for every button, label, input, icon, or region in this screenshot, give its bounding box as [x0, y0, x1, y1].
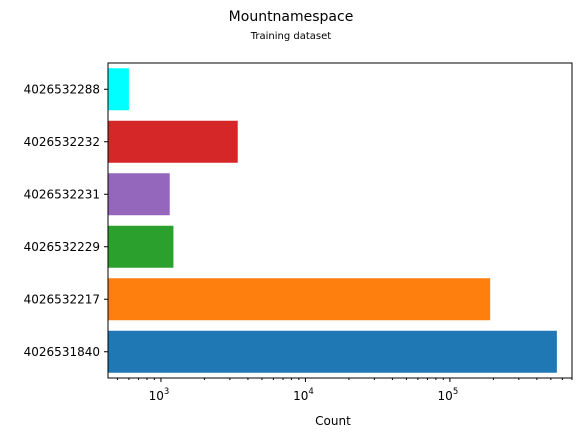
- x-axis: 103 104 105: [116, 378, 573, 403]
- chart-subtitle: Training dataset: [250, 31, 332, 42]
- bars-group: [108, 68, 557, 373]
- bar-4026532232: [108, 120, 238, 163]
- y-tick-label: 4026532217: [24, 292, 100, 306]
- y-tick-label: 4026532288: [24, 82, 100, 96]
- bar-4026531840: [108, 330, 557, 373]
- bar-4026532288: [108, 68, 129, 111]
- bar-4026532229: [108, 225, 174, 268]
- bar-4026532231: [108, 173, 170, 216]
- y-tick-label: 4026532229: [24, 240, 100, 254]
- y-tick-label: 4026532231: [24, 187, 100, 201]
- x-axis-label: Count: [315, 414, 351, 428]
- y-tick-label: 4026532232: [24, 135, 100, 149]
- y-axis: 4026531840 4026532217 4026532229 4026532231…: [24, 82, 108, 359]
- x-tick-label: 104: [293, 387, 314, 403]
- y-tick-label: 4026531840: [24, 345, 100, 359]
- x-tick-label: 105: [438, 387, 459, 403]
- bar-4026532217: [108, 278, 491, 321]
- x-tick-label: 103: [149, 387, 170, 403]
- chart-title: Mountnamespace: [228, 9, 354, 25]
- axes-frame: [107, 62, 573, 379]
